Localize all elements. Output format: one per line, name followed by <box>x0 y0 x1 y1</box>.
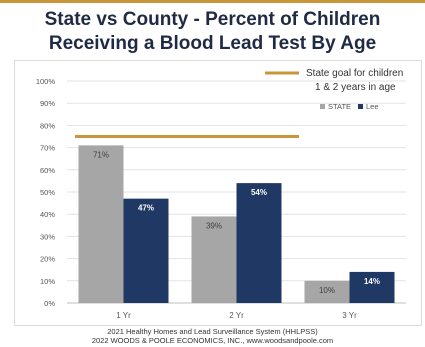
data-label: 54% <box>251 188 267 197</box>
data-label: 39% <box>206 221 222 230</box>
chart-title-line-2: Receiving a Blood Lead Test By Age <box>48 33 377 54</box>
y-tick-label: 60% <box>40 166 55 175</box>
chart-frame: 0% 10% 20% 30% 40% 50% 60% 70% 80% 90% 100% 71% 47% 1… <box>14 60 422 326</box>
legend-label-lee: Lee <box>366 102 379 111</box>
y-tick-label: 40% <box>40 210 55 219</box>
legend-swatch-state <box>320 104 325 109</box>
legend-label-state: STATE <box>328 102 351 111</box>
source-line-2: 2022 WOODS & POOLE ECONOMICS, INC., www.… <box>91 335 334 345</box>
y-tick-label: 70% <box>40 144 55 153</box>
data-label: 10% <box>319 286 335 295</box>
source-footer: 2021 Healthy Homes and Lead Surveillance… <box>0 327 425 345</box>
y-tick-label: 90% <box>40 99 55 108</box>
y-tick-label: 10% <box>40 277 55 286</box>
data-label: 71% <box>93 150 109 159</box>
legend-swatch-lee <box>358 104 363 109</box>
bar-lee <box>349 271 395 303</box>
y-tick-label: 30% <box>40 232 55 241</box>
bar-state <box>78 145 124 303</box>
y-tick-label: 80% <box>40 121 55 130</box>
x-tick-label: 3 Yr <box>342 311 357 320</box>
goal-annotation-line-2: 1 & 2 years in age <box>315 82 396 93</box>
goal-annotation-line-1: State goal for children <box>306 68 403 79</box>
bar-lee <box>236 183 282 303</box>
source-line-1: 2021 Healthy Homes and Lead Surveillance… <box>107 327 318 336</box>
x-tick-label: 1 Yr <box>116 311 131 320</box>
y-tick-label: 50% <box>40 188 55 197</box>
bar-lee <box>123 198 169 303</box>
data-label: 14% <box>364 277 380 286</box>
data-label: 47% <box>138 204 154 213</box>
chart-title: State vs County - Percent of Children Re… <box>0 8 425 56</box>
chart-title-line-1: State vs County - Percent of Children <box>44 9 381 30</box>
y-tick-label: 100% <box>36 77 56 86</box>
bar-state <box>304 280 350 303</box>
header-accent-rule <box>0 0 425 3</box>
x-tick-label: 2 Yr <box>229 311 244 320</box>
y-tick-label: 0% <box>44 299 55 308</box>
bar-state <box>191 216 237 303</box>
chart-plot: 0% 10% 20% 30% 40% 50% 60% 70% 80% 90% 100% 71% 47% 1… <box>36 68 406 320</box>
y-tick-label: 20% <box>40 255 55 264</box>
